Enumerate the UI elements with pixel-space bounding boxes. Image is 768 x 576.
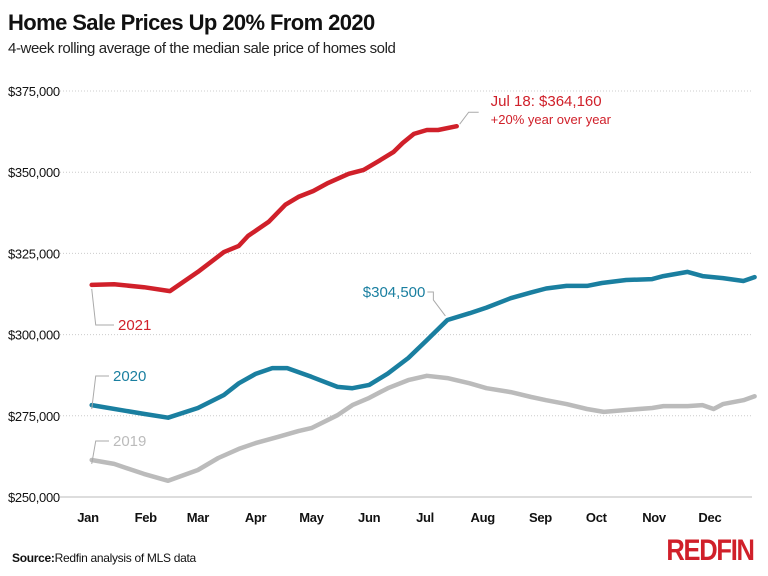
source-text: Redfin analysis of MLS data	[54, 551, 197, 565]
series-label-2019: 2019	[113, 433, 146, 450]
leader-line	[91, 375, 109, 410]
x-tick-label: Sep	[529, 510, 552, 525]
x-tick-label: Jul	[416, 510, 434, 525]
x-tick-label: Mar	[187, 510, 209, 525]
x-tick-label: Feb	[135, 510, 158, 525]
series-line-2021	[89, 123, 459, 294]
annotation-yoy: +20% year over year	[491, 112, 612, 127]
source-note: Source:Redfin analysis of MLS data	[12, 551, 196, 565]
y-tick-label: $375,000	[8, 84, 60, 99]
x-tick-label: Apr	[245, 510, 267, 525]
leader-line	[459, 111, 479, 125]
series-label-2020: 2020	[113, 368, 146, 385]
leader-line	[91, 288, 114, 326]
x-tick-label: Jan	[77, 510, 99, 525]
y-tick-label: $325,000	[8, 246, 60, 261]
x-tick-label: Aug	[471, 510, 496, 525]
y-tick-label: $250,000	[8, 490, 60, 505]
source-label: Source:	[12, 551, 55, 565]
chart-title: Home Sale Prices Up 20% From 2020	[8, 10, 375, 35]
leader-line	[91, 440, 109, 465]
series-label-2021: 2021	[118, 317, 151, 334]
y-tick-label: $350,000	[8, 165, 60, 180]
redfin-logo: REDFIN	[666, 534, 756, 567]
chart-subtitle: 4-week rolling average of the median sal…	[8, 40, 396, 57]
x-tick-label: Jun	[358, 510, 381, 525]
annotation-latest: Jul 18: $364,160	[491, 93, 602, 110]
y-tick-label: $300,000	[8, 328, 60, 343]
series-line-2020	[89, 269, 757, 420]
leader-line	[427, 291, 446, 317]
series-line-2019	[89, 373, 757, 484]
x-tick-label: Oct	[586, 510, 608, 525]
x-tick-label: Nov	[642, 510, 667, 525]
annotation-value: $304,500	[363, 284, 426, 301]
y-tick-label: $275,000	[8, 409, 60, 424]
x-tick-label: Dec	[698, 510, 721, 525]
x-tick-label: May	[299, 510, 324, 525]
